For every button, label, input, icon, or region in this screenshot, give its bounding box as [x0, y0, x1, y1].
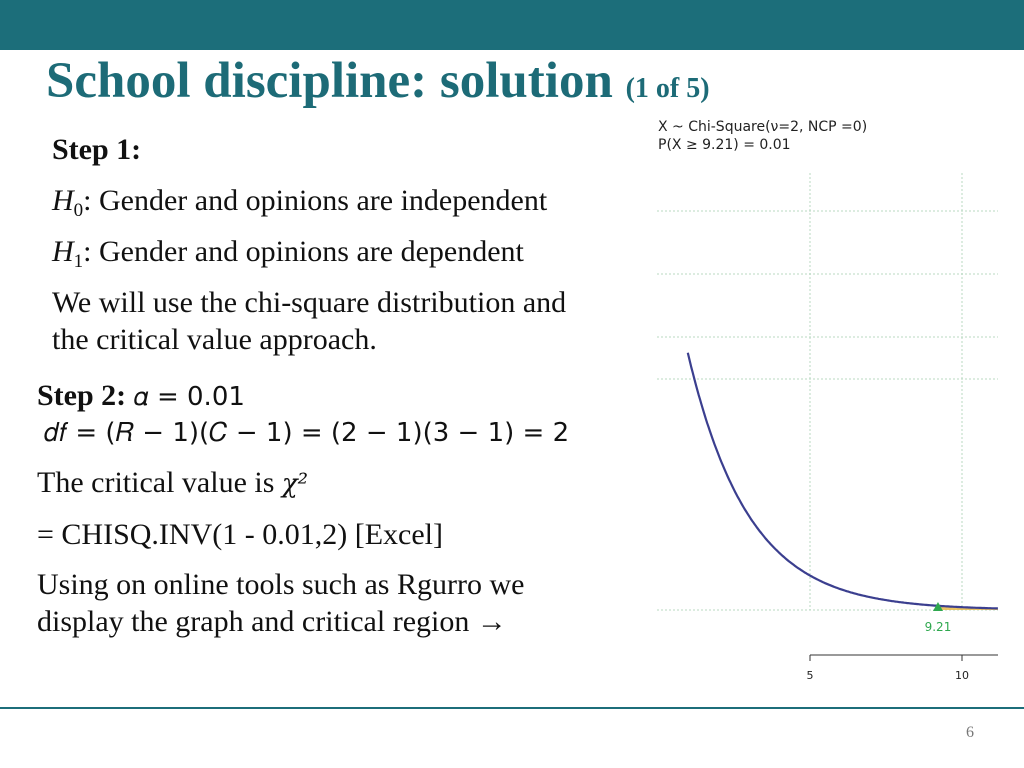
chi-square-symbol: χ²	[281, 469, 309, 499]
chart-info-line-2: P(X ≥ 9.21) = 0.01	[658, 137, 791, 153]
df-formula: 𝑑𝑓 = (𝑅 − 1)(𝐶 − 1) = (2 − 1)(3 − 1) = 2	[44, 413, 569, 452]
h1-subscript: 1	[73, 251, 84, 272]
chart-info-line-1: X ~ Chi-Square(ν=2, NCP =0)	[658, 119, 868, 135]
alternative-hypothesis: H1: Gender and opinions are dependent	[52, 233, 524, 281]
title-part: (1 of 5)	[625, 73, 710, 104]
footer-divider	[0, 707, 1024, 709]
x-tick-label: 10	[955, 669, 969, 682]
h0-subscript: 0	[73, 200, 84, 221]
df-text: 𝑑𝑓 = (𝑅 − 1)(𝐶 − 1) = (2 − 1)(3 − 1) = 2	[44, 418, 570, 448]
null-hypothesis: H0: Gender and opinions are independent	[52, 182, 547, 230]
step1-heading: Step 1:	[52, 133, 142, 166]
x-tick-label: 5	[807, 669, 814, 682]
page-number: 6	[966, 724, 974, 741]
h1-text: : Gender and opinions are dependent	[83, 235, 524, 268]
critical-value-label: 9.21	[925, 620, 952, 634]
excel-formula: = CHISQ.INV(1 - 0.01,2) [Excel]	[37, 518, 443, 551]
approach-line-2: the critical value approach.	[52, 323, 377, 356]
chi-square-chart: 9.21 5 10	[657, 173, 998, 682]
title-main: School discipline: solution	[46, 53, 613, 109]
step2-heading: Step 2:	[37, 379, 127, 412]
approach-line-1: We will use the chi-square distribution …	[52, 286, 567, 319]
h0-symbol: H	[52, 184, 74, 217]
step2-line: Step 2: 𝛼 = 0.01	[37, 377, 245, 416]
tools-line-1: Using on online tools such as Rgurro we	[37, 568, 525, 601]
top-banner	[0, 0, 1024, 50]
h0-text: : Gender and opinions are independent	[83, 184, 548, 217]
critical-value-line: The critical value is χ²	[37, 464, 308, 503]
density-curve	[686, 352, 998, 610]
critical-value-marker	[932, 602, 943, 611]
h1-symbol: H	[52, 235, 74, 268]
tools-line-2: display the graph and critical region →	[37, 605, 507, 638]
alpha-value: 𝛼 = 0.01	[133, 382, 245, 412]
chart-info: X ~ Chi-Square(ν=2, NCP =0) P(X ≥ 9.21) …	[658, 118, 867, 154]
critical-text: The critical value is	[37, 466, 275, 499]
slide-title: School discipline: solution (1 of 5)	[46, 52, 710, 110]
